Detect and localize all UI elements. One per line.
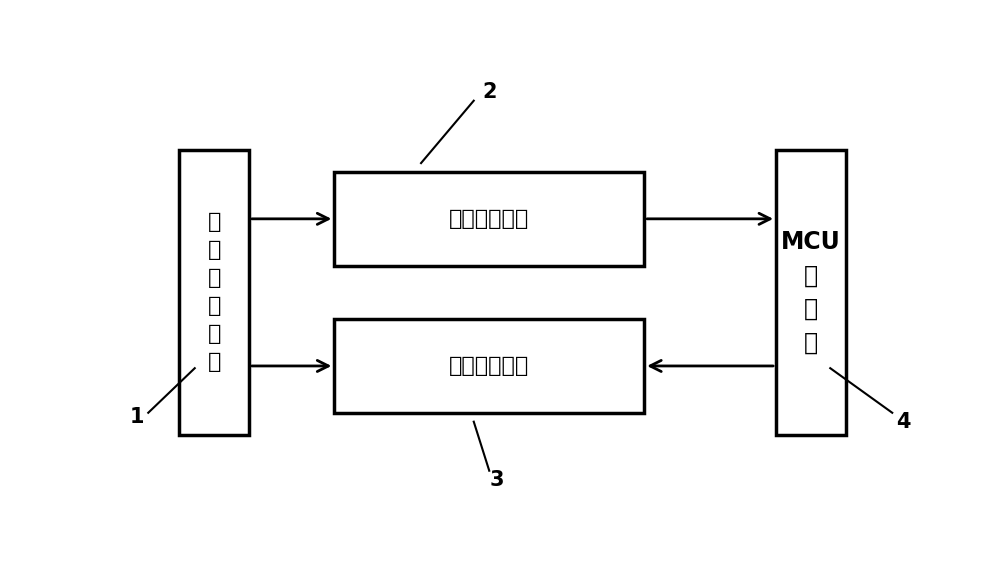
Bar [334,172,644,266]
Text: 4: 4 [897,412,911,432]
Bar [334,319,644,413]
Bar [776,150,846,435]
Text: 直
流
电
源
系
统: 直 流 电 源 系 统 [207,212,221,372]
Text: MCU
控
制
器: MCU 控 制 器 [781,230,841,355]
Bar [179,150,249,435]
Text: 恒流放电电路: 恒流放电电路 [449,356,529,376]
Text: 3: 3 [490,470,504,490]
Text: 1: 1 [129,407,144,427]
Text: 2: 2 [482,82,496,102]
Text: 电压检测电路: 电压检测电路 [449,209,529,229]
